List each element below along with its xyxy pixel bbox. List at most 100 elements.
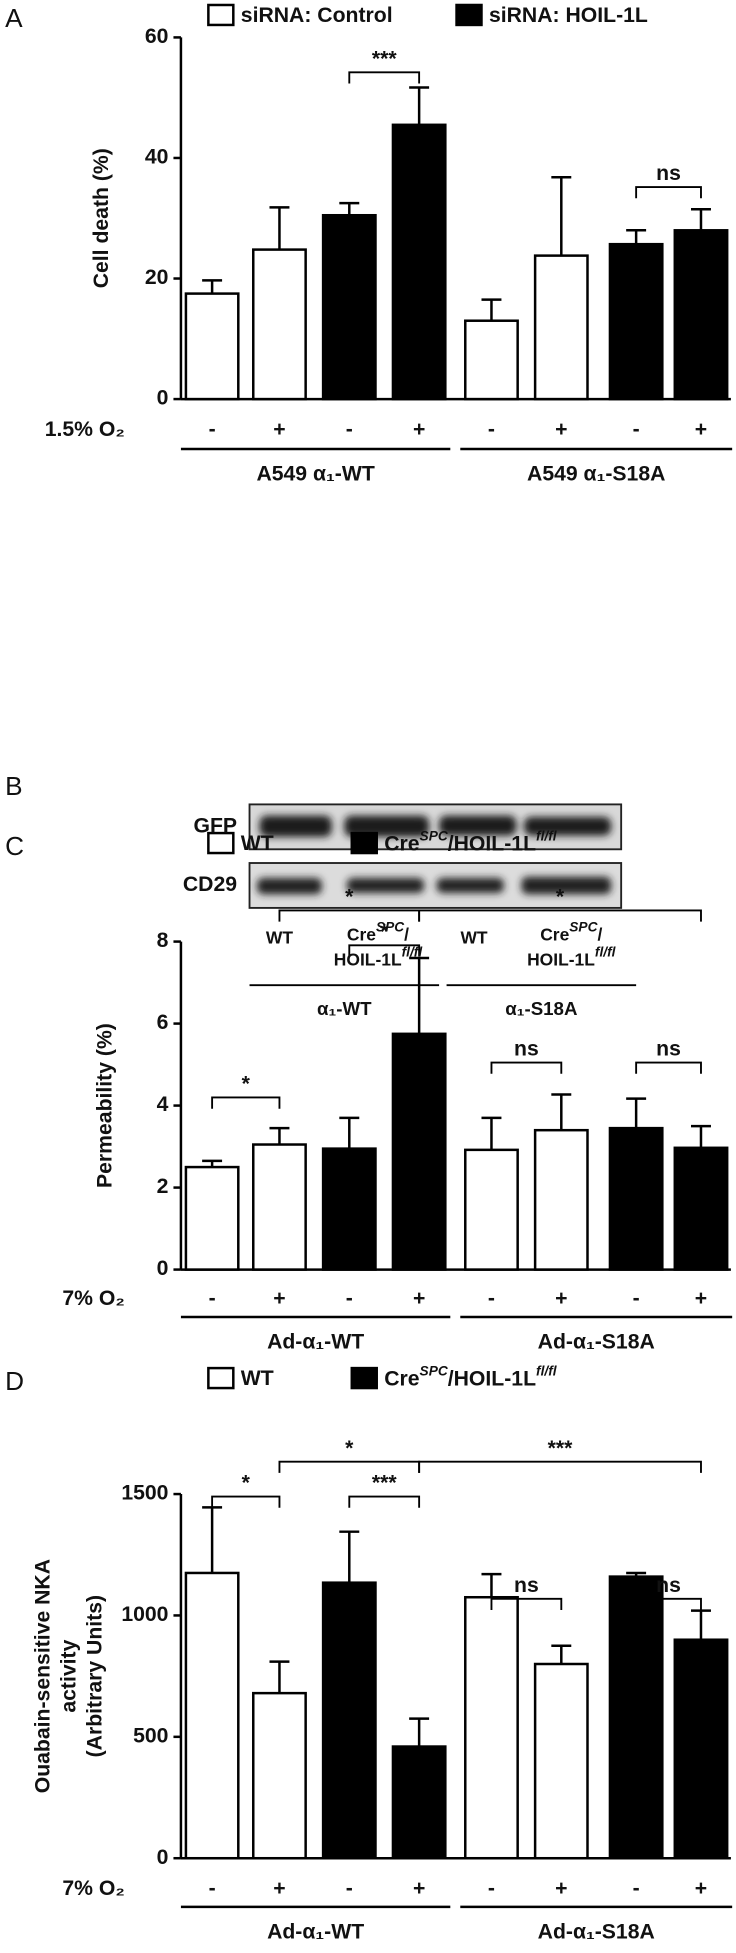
x-tick-label: - bbox=[488, 1877, 495, 1900]
y-tick-label: 20 bbox=[145, 266, 169, 289]
bar bbox=[533, 1128, 589, 1271]
significance-bracket bbox=[211, 1096, 281, 1109]
significance-bracket bbox=[490, 1597, 563, 1611]
y-tick-label: 6 bbox=[157, 1011, 169, 1034]
x-tick-label: + bbox=[273, 1287, 285, 1310]
lane-label: HOIL-1Lfl/fl bbox=[334, 944, 424, 968]
text-part: Cre bbox=[347, 924, 376, 944]
bar bbox=[184, 1165, 240, 1271]
significance-bracket bbox=[635, 186, 702, 199]
row-label: GFP bbox=[193, 814, 237, 837]
significance-label: * bbox=[380, 920, 389, 943]
text-part: HOIL-1L bbox=[334, 949, 402, 969]
x-tick-label: - bbox=[209, 1287, 216, 1310]
superscript: fl/fl bbox=[595, 944, 617, 959]
x-tick-label: - bbox=[633, 1287, 640, 1310]
x-tick-label: + bbox=[273, 1877, 285, 1900]
bar bbox=[464, 1148, 519, 1271]
significance-label: * bbox=[242, 1472, 251, 1495]
significance-bracket bbox=[490, 1061, 563, 1074]
x-tick-label: - bbox=[488, 418, 495, 441]
significance-label: * bbox=[556, 886, 565, 909]
y-tick-label: 8 bbox=[157, 929, 169, 952]
legend-label: siRNA: HOIL-1L bbox=[489, 4, 648, 27]
bar bbox=[391, 1032, 447, 1271]
y-tick-label: 0 bbox=[157, 1257, 169, 1280]
y-axis-label: activity bbox=[58, 1639, 81, 1712]
y-tick-label: 60 bbox=[145, 25, 169, 48]
x-tick-label: + bbox=[695, 1287, 707, 1310]
text-part: / bbox=[597, 924, 602, 944]
lane-label: WT bbox=[460, 928, 487, 948]
group-label: Ad-α₁-WT bbox=[267, 1921, 364, 1944]
x-tick-label: - bbox=[346, 1287, 353, 1310]
bar bbox=[533, 254, 589, 401]
panel-label: B bbox=[5, 771, 22, 801]
lane-label: HOIL-1Lfl/fl bbox=[527, 944, 617, 968]
bar bbox=[391, 123, 447, 401]
bar bbox=[252, 248, 307, 401]
text-part: HOIL-1L bbox=[527, 949, 595, 969]
legend-swatch bbox=[207, 1366, 235, 1390]
x-tick-label: - bbox=[209, 1877, 216, 1900]
y-tick-label: 4 bbox=[157, 1093, 169, 1116]
legend-label: WT bbox=[241, 1367, 274, 1390]
y-axis-label: (Arbitrary Units) bbox=[84, 1595, 107, 1757]
y-tick-label: 0 bbox=[157, 1846, 169, 1869]
bar bbox=[533, 1662, 589, 1860]
significance-bracket bbox=[278, 1460, 421, 1473]
superscript: fl/fl bbox=[536, 828, 558, 843]
y-tick-label: 2 bbox=[157, 1175, 169, 1198]
text-part: Cre bbox=[540, 924, 569, 944]
bar bbox=[321, 1581, 377, 1860]
significance-label: ns bbox=[514, 1574, 539, 1597]
significance-label: * bbox=[242, 1073, 251, 1096]
significance-bracket bbox=[348, 1495, 421, 1508]
panel-label: C bbox=[5, 831, 24, 861]
significance-bracket bbox=[635, 1597, 702, 1611]
legend-swatch bbox=[350, 831, 378, 855]
text-part: / bbox=[404, 924, 409, 944]
text-part: Cre bbox=[384, 1367, 420, 1390]
y-axis-label: Permeability (%) bbox=[94, 1023, 117, 1188]
x-tick-label: + bbox=[413, 418, 425, 441]
legend-swatch bbox=[455, 3, 483, 27]
legend-label: siRNA: Control bbox=[241, 4, 393, 27]
bar bbox=[673, 1146, 729, 1271]
x-tick-label: + bbox=[273, 418, 285, 441]
group-label: α₁-WT bbox=[317, 998, 372, 1019]
y-tick-label: 1500 bbox=[121, 1482, 168, 1505]
significance-label: * bbox=[345, 886, 354, 909]
y-tick-label: 40 bbox=[145, 146, 169, 169]
superscript: fl/fl bbox=[536, 1363, 558, 1378]
bar bbox=[464, 1595, 519, 1860]
significance-label: *** bbox=[548, 1437, 573, 1460]
legend-swatch bbox=[350, 1366, 378, 1390]
significance-bracket bbox=[635, 1061, 702, 1074]
group-label: α₁-S18A bbox=[505, 998, 577, 1019]
x-tick-label: + bbox=[413, 1877, 425, 1900]
condition-label: 7% O₂ bbox=[62, 1877, 124, 1900]
bar bbox=[252, 1143, 307, 1271]
significance-bracket bbox=[418, 1460, 702, 1473]
superscript: fl/fl bbox=[402, 944, 424, 959]
superscript: SPC bbox=[569, 919, 598, 934]
significance-bracket bbox=[211, 1495, 281, 1508]
text-part: /HOIL-1L bbox=[448, 832, 536, 855]
bar bbox=[391, 1745, 447, 1860]
legend-swatch bbox=[207, 3, 235, 27]
group-label: A549 α₁-S18A bbox=[527, 463, 665, 486]
y-axis-label: Ouabain-sensitive NKA bbox=[31, 1559, 54, 1793]
text-part: /HOIL-1L bbox=[448, 1367, 536, 1390]
group-label: Ad-α₁-S18A bbox=[538, 1921, 655, 1944]
bar bbox=[608, 1575, 664, 1860]
bar bbox=[321, 1147, 377, 1271]
bar bbox=[608, 242, 664, 401]
significance-label: ns bbox=[514, 1038, 539, 1061]
x-tick-label: + bbox=[555, 418, 567, 441]
group-label: Ad-α₁-S18A bbox=[538, 1331, 655, 1354]
significance-bracket bbox=[348, 71, 421, 84]
significance-label: * bbox=[345, 1437, 354, 1460]
y-tick-label: 1000 bbox=[121, 1603, 168, 1626]
legend-label: CreSPC/HOIL-1Lfl/fl bbox=[384, 1363, 558, 1389]
